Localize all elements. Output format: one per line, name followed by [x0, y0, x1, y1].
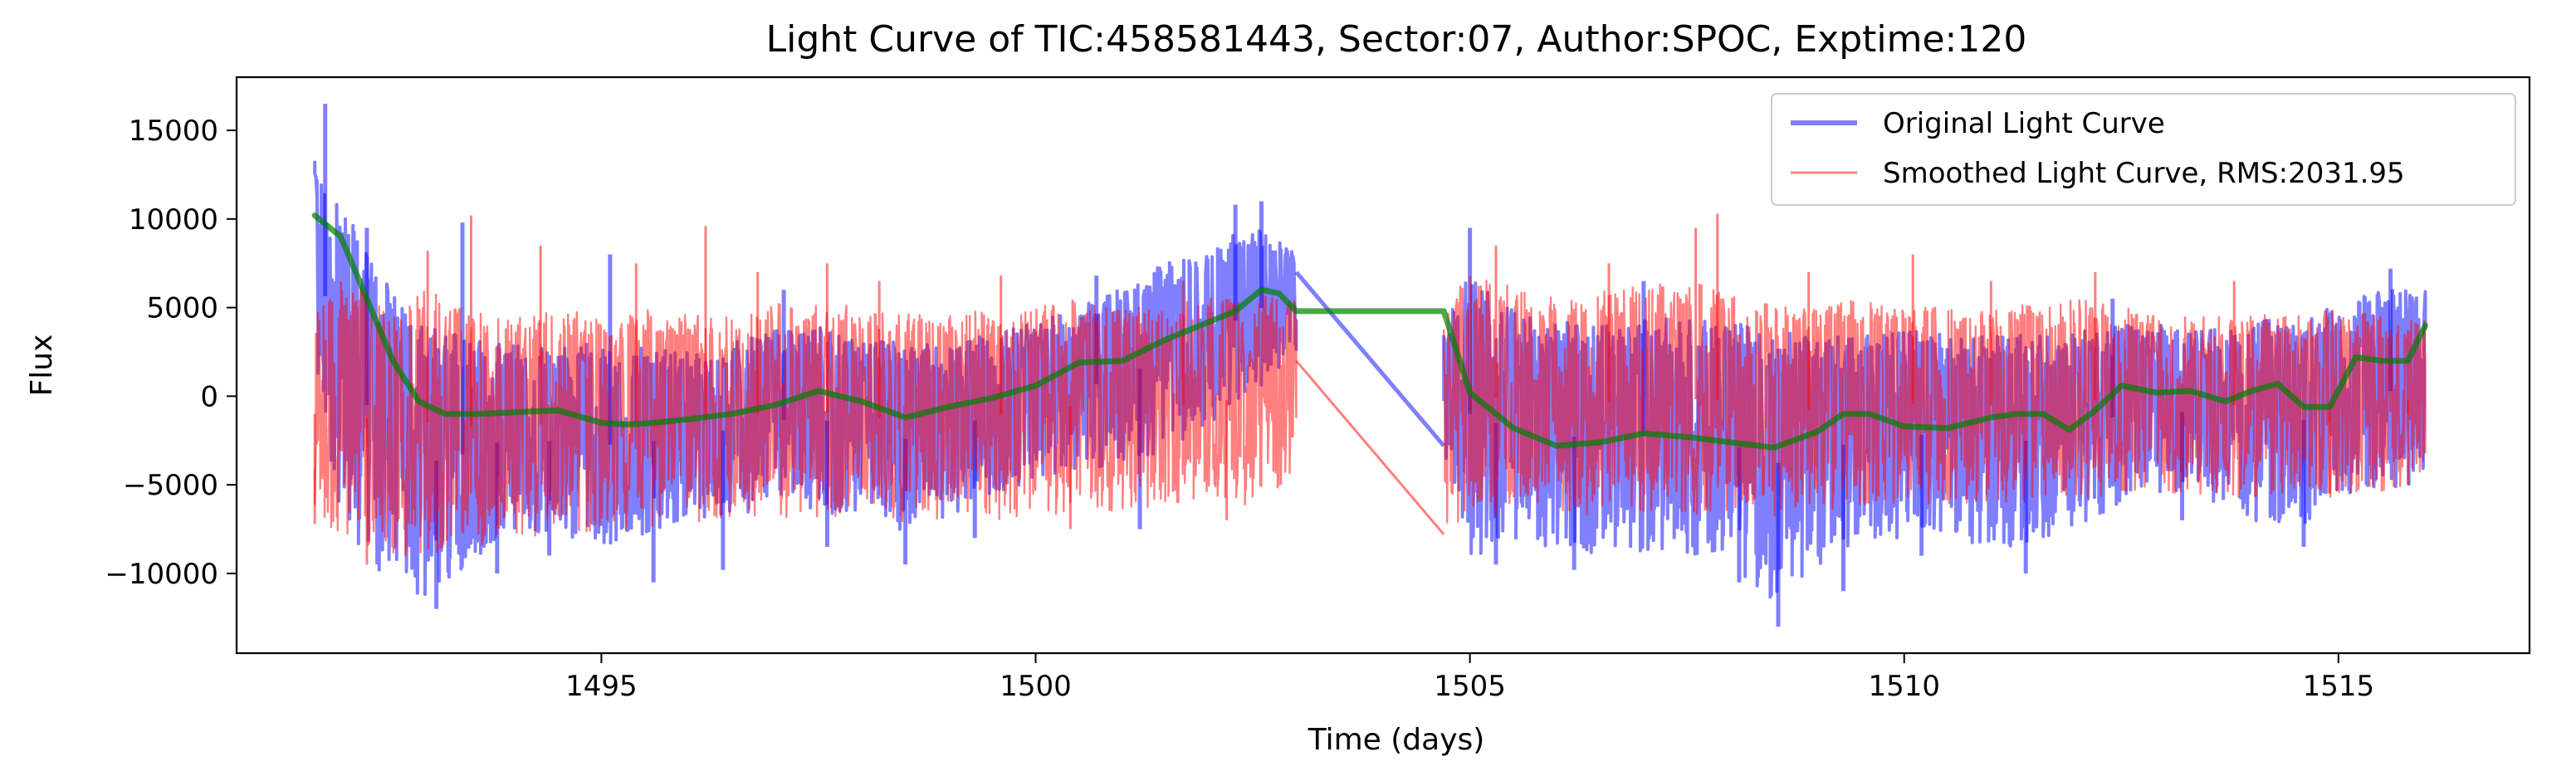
- y-tick-label: 5000: [146, 292, 218, 325]
- series-1-segment-2: [1443, 276, 2427, 524]
- y-tick-label: 15000: [129, 115, 218, 148]
- x-tick-label: 1505: [1434, 670, 1506, 703]
- trend-line: [311, 212, 2428, 451]
- y-tick-label: −10000: [105, 558, 218, 591]
- y-axis-label: Flux: [25, 334, 59, 397]
- x-tick-label: 1515: [2303, 670, 2375, 703]
- legend-box: [1771, 93, 2516, 206]
- series-0-gap-connector: [1294, 271, 1446, 447]
- x-tick-label: 1510: [1868, 670, 1940, 703]
- y-tick-label: −5000: [123, 469, 218, 502]
- y-tick-label: 10000: [129, 203, 218, 237]
- legend-label-original: Original Light Curve: [1883, 107, 2165, 140]
- x-tick-label: 1500: [1000, 670, 1072, 703]
- chart-title: Light Curve of TIC:458581443, Sector:07,…: [766, 18, 2027, 61]
- legend: Original Light Curve Smoothed Light Curv…: [1771, 93, 2516, 206]
- x-tick-label: 1495: [565, 670, 638, 703]
- y-tick-label: 0: [200, 380, 218, 413]
- x-axis-label: Time (days): [1308, 723, 1485, 757]
- series-1-gap-connector: [1295, 359, 1445, 535]
- legend-label-smoothed: Smoothed Light Curve, RMS:2031.95: [1883, 157, 2405, 190]
- plot-frame: [235, 76, 2531, 655]
